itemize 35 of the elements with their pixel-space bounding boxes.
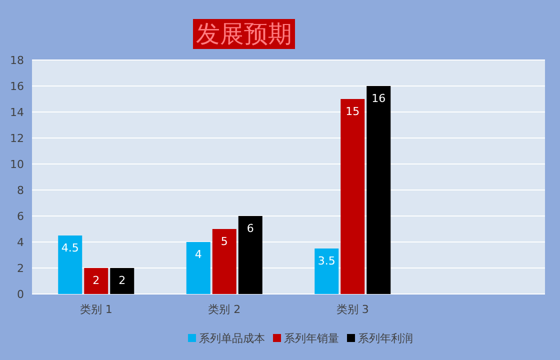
chart-title: 发展预期: [196, 20, 292, 48]
y-tick-label: 12: [10, 132, 24, 145]
data-label: 2: [118, 274, 126, 287]
data-label: 16: [372, 92, 386, 105]
data-label: 6: [246, 222, 254, 235]
y-tick-label: 4: [17, 236, 24, 249]
x-tick-label: 类别 2: [208, 303, 241, 316]
bar: [366, 86, 391, 294]
y-tick-label: 0: [17, 288, 24, 301]
legend-label: 系列年利润: [358, 332, 413, 345]
data-label: 4.5: [61, 242, 79, 254]
y-tick-label: 10: [10, 158, 24, 171]
bar: [58, 236, 82, 294]
y-tick-label: 6: [17, 210, 24, 223]
bar: [340, 99, 365, 294]
bar: [84, 268, 108, 294]
y-tick-label: 18: [10, 54, 24, 67]
data-label: 3.5: [318, 254, 336, 268]
legend-label: 系列单品成本: [199, 332, 265, 345]
y-tick-label: 2: [17, 262, 24, 275]
data-label: 4: [194, 248, 202, 261]
y-tick-label: 8: [17, 184, 24, 197]
y-tick-label: 16: [10, 80, 24, 93]
bar: [238, 216, 262, 294]
bar: [212, 229, 236, 294]
legend-label: 系列年销量: [284, 332, 339, 345]
data-label: 15: [346, 105, 360, 118]
x-tick-label: 类别 3: [336, 303, 369, 316]
data-label: 5: [220, 235, 228, 248]
bar: [314, 248, 339, 294]
y-tick-label: 14: [10, 106, 24, 119]
data-label: 2: [92, 274, 100, 287]
x-tick-label: 类别 1: [80, 303, 112, 316]
bar: [110, 268, 134, 294]
bar: [186, 242, 210, 294]
